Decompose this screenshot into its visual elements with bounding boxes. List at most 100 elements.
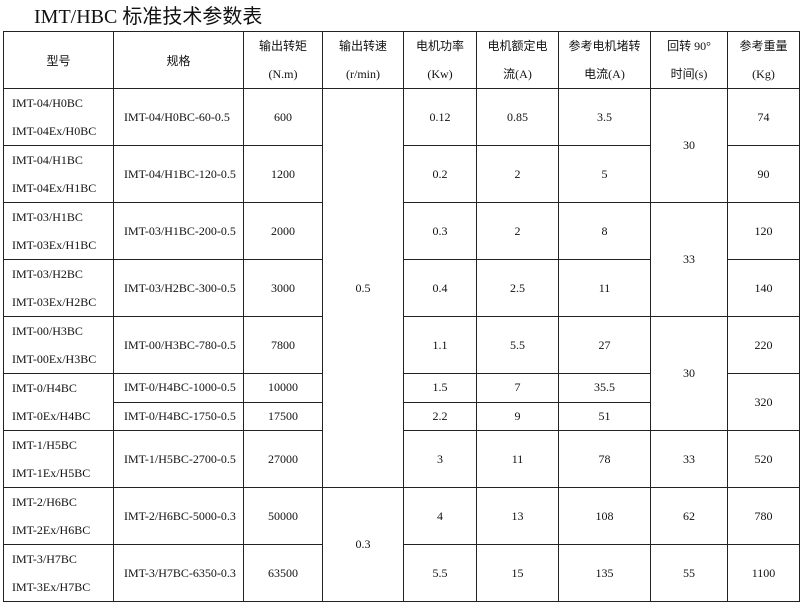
power-cell: 1.1 (403, 316, 477, 374)
rotation-time-cell: 30 (650, 316, 728, 431)
rotation-time-cell: 33 (650, 430, 728, 488)
model-name-ex: IMT-0Ex/H4BC (12, 409, 91, 423)
spec-cell: IMT-04/H0BC-60-0.5 (113, 88, 244, 146)
spec-cell: IMT-0/H4BC-1000-0.5 (113, 373, 244, 403)
model-cell: IMT-04/H1BC IMT-04Ex/H1BC (3, 145, 114, 203)
model-name-ex: IMT-00Ex/H3BC (12, 352, 97, 366)
model-name: IMT-03/H2BC (12, 267, 83, 281)
stall-current-cell: 108 (558, 487, 651, 545)
current-cell: 2 (476, 145, 559, 203)
current-cell: 2 (476, 202, 559, 260)
torque-cell: 3000 (243, 259, 323, 317)
table-row: IMT-1/H5BC IMT-1Ex/H5BC IMT-1/H5BC-2700-0.… (3, 430, 800, 488)
model-name: IMT-1/H5BC (12, 438, 77, 452)
power-cell: 0.12 (403, 88, 477, 146)
header-time: 回转 90° 时间(s) (650, 31, 728, 89)
model-name-ex: IMT-3Ex/H7BC (12, 580, 91, 594)
table-row: IMT-04/H1BC IMT-04Ex/H1BC IMT-04/H1BC-120-… (3, 145, 800, 203)
weight-cell: 1100 (727, 544, 800, 602)
spec-cell: IMT-03/H2BC-300-0.5 (113, 259, 244, 317)
model-name-ex: IMT-03Ex/H1BC (12, 238, 97, 252)
header-unit: 流(A) (503, 67, 532, 81)
weight-cell: 220 (727, 316, 800, 374)
model-name: IMT-00/H3BC (12, 324, 83, 338)
table-row: IMT-04/H0BC IMT-04Ex/H0BC IMT-04/H0BC-60-0… (3, 88, 800, 488)
power-cell: 2.2 (403, 401, 477, 431)
header-stall: 参考电机堵转 电流(A) (558, 31, 651, 89)
power-cell: 5.5 (403, 544, 477, 602)
current-cell: 0.85 (476, 88, 559, 146)
spec-cell: IMT-03/H1BC-200-0.5 (113, 202, 244, 260)
rotation-time-cell: 62 (650, 487, 728, 545)
rotation-time-cell: 33 (650, 202, 728, 317)
header-text: 输出转速 (338, 39, 387, 53)
current-cell: 2.5 (476, 259, 559, 317)
power-cell: 0.2 (403, 145, 477, 203)
torque-cell: 2000 (243, 202, 323, 260)
model-name: IMT-0/H4BC (12, 381, 77, 395)
spec-table: 型号 规格 输出转矩 (N.m) 输出转速 (r/min) 电机功率 (Kw) 电机额… (3, 31, 800, 602)
header-text: 参考重量 (739, 39, 788, 53)
rotation-time-cell: 30 (650, 88, 728, 203)
stall-current-cell: 135 (558, 544, 651, 602)
weight-cell: 520 (727, 430, 800, 488)
header-unit: (r/min) (346, 67, 380, 81)
current-cell: 9 (476, 401, 559, 431)
power-cell: 0.4 (403, 259, 477, 317)
header-power: 电机功率 (Kw) (403, 31, 477, 89)
model-name: IMT-03/H1BC (12, 210, 83, 224)
speed-cell: 0.5 (322, 88, 404, 488)
spec-cell: IMT-04/H1BC-120-0.5 (113, 145, 244, 203)
stall-current-cell: 27 (558, 316, 651, 374)
power-cell: 3 (403, 430, 477, 488)
weight-cell: 320 (727, 373, 800, 431)
table-row: IMT-03/H1BC IMT-03Ex/H1BC IMT-03/H1BC-200-… (3, 202, 800, 317)
header-current: 电机额定电流(A) (476, 31, 559, 89)
page-title: IMT/HBC 标准技术参数表 (34, 6, 263, 28)
stall-current-cell: 35.5 (558, 373, 651, 403)
model-name-ex: IMT-2Ex/H6BC (12, 523, 91, 537)
stall-current-cell: 78 (558, 430, 651, 488)
current-cell: 7 (476, 373, 559, 403)
header-text: 电机功率 (415, 39, 464, 53)
model-cell: IMT-3/H7BC IMT-3Ex/H7BC (3, 544, 114, 602)
weight-cell: 74 (727, 88, 800, 146)
power-cell: 0.3 (403, 202, 477, 260)
header-weight: 参考重量 (Kg) (727, 31, 800, 89)
power-cell: 4 (403, 487, 477, 545)
weight-cell: 120 (727, 202, 800, 260)
header-text: 回转 90° (667, 39, 711, 53)
model-cell: IMT-00/H3BC IMT-00Ex/H3BC (3, 316, 114, 374)
stall-current-cell: 11 (558, 259, 651, 317)
header-unit: (N.m) (268, 67, 298, 81)
model-cell: IMT-2/H6BC IMT-2Ex/H6BC (3, 487, 114, 545)
stall-current-cell: 8 (558, 202, 651, 260)
model-name: IMT-04/H1BC (12, 153, 83, 167)
spec-cell: IMT-1/H5BC-2700-0.5 (113, 430, 244, 488)
table-row: IMT-0/H4BC IMT-0Ex/H4BC IMT-0/H4BC-1000-0.… (3, 373, 800, 431)
model-cell: IMT-03/H1BC IMT-03Ex/H1BC (3, 202, 114, 260)
weight-cell: 140 (727, 259, 800, 317)
table-row: IMT-00/H3BC IMT-00Ex/H3BC IMT-00/H3BC-780-… (3, 316, 800, 431)
header-unit: (Kg) (752, 67, 775, 81)
header-row: 型号 规格 输出转矩 (N.m) 输出转速 (r/min) 电机功率 (Kw) 电机额… (3, 31, 800, 89)
current-cell: 13 (476, 487, 559, 545)
header-text: 参考电机堵转 (568, 39, 641, 53)
spec-cell: IMT-0/H4BC-1750-0.5 (113, 401, 244, 431)
torque-cell: 17500 (243, 401, 323, 431)
current-cell: 11 (476, 430, 559, 488)
spec-cell: IMT-3/H7BC-6350-0.3 (113, 544, 244, 602)
torque-cell: 27000 (243, 430, 323, 488)
header-torque: 输出转矩 (N.m) (243, 31, 323, 89)
model-name-ex: IMT-04Ex/H0BC (12, 124, 97, 138)
model-name-ex: IMT-03Ex/H2BC (12, 295, 97, 309)
header-speed: 输出转速 (r/min) (322, 31, 404, 89)
model-name-ex: IMT-1Ex/H5BC (12, 466, 91, 480)
current-cell: 5.5 (476, 316, 559, 374)
model-name: IMT-3/H7BC (12, 552, 77, 566)
model-name: IMT-04/H0BC (12, 96, 83, 110)
speed-cell: 0.3 (322, 487, 404, 602)
header-text: 电机额定电 (487, 39, 548, 53)
torque-cell: 7800 (243, 316, 323, 374)
model-cell: IMT-03/H2BC IMT-03Ex/H2BC (3, 259, 114, 317)
